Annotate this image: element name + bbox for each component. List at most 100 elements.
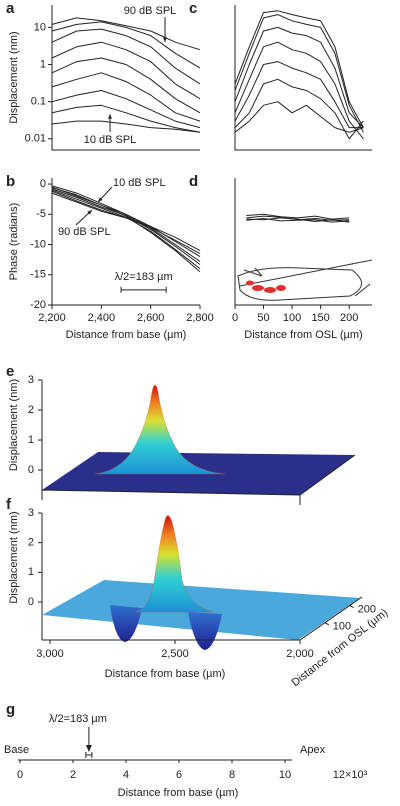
line xyxy=(51,90,201,129)
x-tick-label: 2,800 xyxy=(186,312,214,324)
y-axis-label: Displacement (nm) xyxy=(8,31,20,123)
axis-line xyxy=(234,5,372,151)
y-tick-label: -20 xyxy=(30,299,46,311)
x-tick-label: 100 xyxy=(283,312,301,324)
arrow-head xyxy=(108,114,112,119)
scalebar-label: λ/2=183 µm xyxy=(115,271,173,283)
panel-label: d xyxy=(189,173,198,190)
line xyxy=(234,10,364,128)
marker-head xyxy=(85,745,92,752)
marker-label: λ/2=183 µm xyxy=(49,713,107,725)
x-tick-label: 4 xyxy=(123,769,129,781)
y-tick-label: 0 xyxy=(40,178,46,190)
y-tick-label: 0.01 xyxy=(25,133,46,145)
line xyxy=(51,21,201,69)
x-tick-label: 0 xyxy=(232,312,238,324)
z-tick-label: 0 xyxy=(28,596,34,608)
marker xyxy=(85,752,93,758)
x-axis-label: Distance from base (µm) xyxy=(118,787,239,799)
z-tick-label: 3 xyxy=(28,507,34,519)
z-tick-label: 1 xyxy=(28,566,34,578)
panel-label: a xyxy=(6,0,15,17)
line xyxy=(246,217,350,223)
line xyxy=(51,41,201,100)
line xyxy=(51,104,201,133)
x-tick-label: 2,000 xyxy=(286,648,314,660)
scalebar xyxy=(120,286,167,293)
line xyxy=(246,213,350,220)
panel-label: g xyxy=(6,701,15,718)
line xyxy=(246,215,350,221)
line xyxy=(51,188,201,265)
axis-line xyxy=(51,5,200,151)
line xyxy=(51,72,201,122)
x-tick-label: 8 xyxy=(229,769,235,781)
z-axis-label: Displacement (nm) xyxy=(8,511,20,603)
y-tick-label: -5 xyxy=(36,208,46,220)
osl-tick xyxy=(349,605,354,609)
line xyxy=(51,120,201,133)
line xyxy=(51,187,201,273)
x-tick-label: 2,200 xyxy=(38,312,66,324)
x-tick-label: 2 xyxy=(70,769,76,781)
surface-peak xyxy=(134,515,216,613)
arrow-head xyxy=(87,210,92,215)
cochlea-sketch xyxy=(237,259,373,301)
x-tick-label: 150 xyxy=(311,312,329,324)
line xyxy=(51,189,201,270)
line xyxy=(234,41,364,140)
y-axis-label: Phase (radians) xyxy=(8,203,20,281)
x-axis-label: Distance from OSL (µm) xyxy=(244,329,362,341)
osl-tick-label: 100 xyxy=(333,621,351,633)
line xyxy=(51,185,201,262)
osl-tick xyxy=(324,622,330,626)
right-label: Apex xyxy=(300,744,326,756)
x-tick-label: 2,400 xyxy=(88,312,116,324)
x-tick-label: 12×10³ xyxy=(333,769,368,781)
y-tick-label: 1 xyxy=(40,58,46,70)
line xyxy=(246,218,350,223)
line xyxy=(51,192,201,252)
z-tick-label: 2 xyxy=(28,537,34,549)
y-tick-label: 10 xyxy=(34,21,46,33)
line xyxy=(234,78,364,140)
line xyxy=(51,17,201,51)
arrow-head xyxy=(163,37,167,42)
line xyxy=(51,190,201,255)
line xyxy=(234,101,364,133)
surface-dip xyxy=(188,612,222,650)
surface-dip xyxy=(110,605,142,642)
line xyxy=(234,61,364,129)
panel-label: b xyxy=(6,173,15,190)
x-tick-label: 200 xyxy=(340,312,358,324)
left-label: Base xyxy=(4,744,29,756)
y-tick-label: 0.1 xyxy=(31,96,46,108)
panel-label: c xyxy=(189,0,197,17)
panel-label: f xyxy=(6,496,12,513)
z-tick-label: 1 xyxy=(28,434,34,446)
panel-label: e xyxy=(6,363,14,380)
line xyxy=(51,57,201,114)
axis-line xyxy=(41,454,356,505)
z-tick-label: 2 xyxy=(28,404,34,416)
x-tick-label: 3,000 xyxy=(36,648,64,660)
line xyxy=(51,28,201,85)
y-tick-label: -15 xyxy=(30,269,46,281)
z-tick-label: 3 xyxy=(28,374,34,386)
x-tick-label: 50 xyxy=(257,312,269,324)
x-tick-label: 0 xyxy=(17,769,23,781)
annotation: 10 dB SPL xyxy=(113,177,166,189)
z-axis-label: Displacement (nm) xyxy=(8,379,20,471)
z-tick-label: 0 xyxy=(28,464,34,476)
y-tick-label: -10 xyxy=(30,238,46,250)
osl-tick-label: 200 xyxy=(358,604,376,616)
line xyxy=(234,14,364,133)
surface-peak xyxy=(94,384,226,475)
x-axis-label: Distance from base (µm) xyxy=(105,668,226,680)
arrow-head xyxy=(98,197,103,202)
annotation: 10 dB SPL xyxy=(84,134,137,146)
x-tick-label: 6 xyxy=(176,769,182,781)
x-tick-label: 10 xyxy=(279,769,291,781)
x-tick-label: 2,600 xyxy=(137,312,165,324)
